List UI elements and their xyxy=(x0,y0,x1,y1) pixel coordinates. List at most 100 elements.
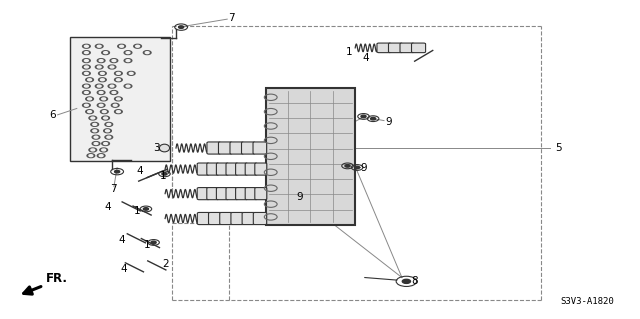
Circle shape xyxy=(124,59,132,63)
Circle shape xyxy=(115,97,122,101)
Circle shape xyxy=(87,154,95,158)
Text: 4: 4 xyxy=(120,263,127,274)
FancyBboxPatch shape xyxy=(207,163,219,175)
Text: 4: 4 xyxy=(118,235,125,245)
Circle shape xyxy=(92,135,100,139)
Circle shape xyxy=(115,78,122,82)
Circle shape xyxy=(106,130,109,132)
FancyBboxPatch shape xyxy=(255,188,267,200)
FancyBboxPatch shape xyxy=(230,142,244,154)
Circle shape xyxy=(126,60,130,62)
Circle shape xyxy=(84,45,88,47)
Circle shape xyxy=(89,148,97,152)
Circle shape xyxy=(112,60,116,62)
Circle shape xyxy=(179,26,184,28)
FancyBboxPatch shape xyxy=(412,43,426,53)
Circle shape xyxy=(84,104,88,106)
Circle shape xyxy=(100,79,104,81)
Circle shape xyxy=(93,123,97,125)
Circle shape xyxy=(88,98,92,100)
Text: 5: 5 xyxy=(555,143,561,153)
Circle shape xyxy=(92,142,100,145)
Circle shape xyxy=(99,78,106,82)
Circle shape xyxy=(89,155,93,157)
Circle shape xyxy=(124,84,132,88)
Text: 6: 6 xyxy=(49,110,56,120)
Circle shape xyxy=(84,72,88,74)
Circle shape xyxy=(108,65,116,69)
Circle shape xyxy=(355,166,360,169)
Circle shape xyxy=(97,85,101,87)
FancyBboxPatch shape xyxy=(197,188,209,200)
Circle shape xyxy=(143,51,151,55)
Circle shape xyxy=(371,117,376,120)
Circle shape xyxy=(116,72,120,74)
Circle shape xyxy=(102,142,109,145)
FancyBboxPatch shape xyxy=(216,188,228,200)
FancyBboxPatch shape xyxy=(236,163,248,175)
Circle shape xyxy=(105,122,113,126)
FancyBboxPatch shape xyxy=(207,142,221,154)
Circle shape xyxy=(99,155,103,157)
Text: 4: 4 xyxy=(136,166,143,176)
Text: 1: 1 xyxy=(160,171,166,181)
FancyBboxPatch shape xyxy=(197,163,209,175)
Circle shape xyxy=(83,44,90,48)
Circle shape xyxy=(97,154,105,158)
Circle shape xyxy=(145,52,149,54)
Circle shape xyxy=(127,71,135,75)
Circle shape xyxy=(102,98,106,100)
Text: 1: 1 xyxy=(134,205,141,216)
Circle shape xyxy=(118,44,125,48)
Circle shape xyxy=(99,92,103,93)
Circle shape xyxy=(97,91,105,94)
Text: 7: 7 xyxy=(111,184,117,194)
Circle shape xyxy=(84,60,88,62)
Circle shape xyxy=(110,66,114,68)
Circle shape xyxy=(129,72,133,74)
Circle shape xyxy=(99,104,103,106)
Circle shape xyxy=(110,85,114,87)
FancyBboxPatch shape xyxy=(255,163,267,175)
FancyBboxPatch shape xyxy=(236,188,248,200)
Circle shape xyxy=(83,59,90,63)
Circle shape xyxy=(124,51,132,55)
FancyBboxPatch shape xyxy=(231,212,244,225)
Text: 9: 9 xyxy=(360,163,367,174)
Circle shape xyxy=(105,135,113,139)
Text: 9: 9 xyxy=(296,192,303,202)
FancyBboxPatch shape xyxy=(207,188,219,200)
Circle shape xyxy=(116,98,120,100)
Circle shape xyxy=(361,115,366,118)
FancyBboxPatch shape xyxy=(245,188,257,200)
Circle shape xyxy=(102,149,106,151)
Circle shape xyxy=(126,52,130,54)
Circle shape xyxy=(104,143,108,145)
Circle shape xyxy=(88,111,92,113)
Circle shape xyxy=(116,79,120,81)
Circle shape xyxy=(107,136,111,138)
Circle shape xyxy=(84,52,88,54)
Text: 8: 8 xyxy=(412,276,418,286)
Circle shape xyxy=(115,71,122,75)
FancyBboxPatch shape xyxy=(197,212,211,225)
Circle shape xyxy=(104,52,108,54)
Circle shape xyxy=(134,44,141,48)
Circle shape xyxy=(136,45,140,47)
FancyBboxPatch shape xyxy=(377,43,391,53)
Text: 4: 4 xyxy=(104,202,111,212)
Text: FR.: FR. xyxy=(46,271,68,285)
Circle shape xyxy=(104,117,108,119)
Circle shape xyxy=(107,123,111,125)
FancyBboxPatch shape xyxy=(209,212,222,225)
FancyBboxPatch shape xyxy=(216,163,228,175)
Circle shape xyxy=(112,92,116,93)
Circle shape xyxy=(83,91,90,94)
Circle shape xyxy=(100,72,104,74)
Circle shape xyxy=(86,78,93,82)
Circle shape xyxy=(115,170,120,173)
FancyBboxPatch shape xyxy=(242,212,255,225)
Circle shape xyxy=(91,129,99,133)
FancyBboxPatch shape xyxy=(388,43,403,53)
FancyBboxPatch shape xyxy=(218,142,232,154)
